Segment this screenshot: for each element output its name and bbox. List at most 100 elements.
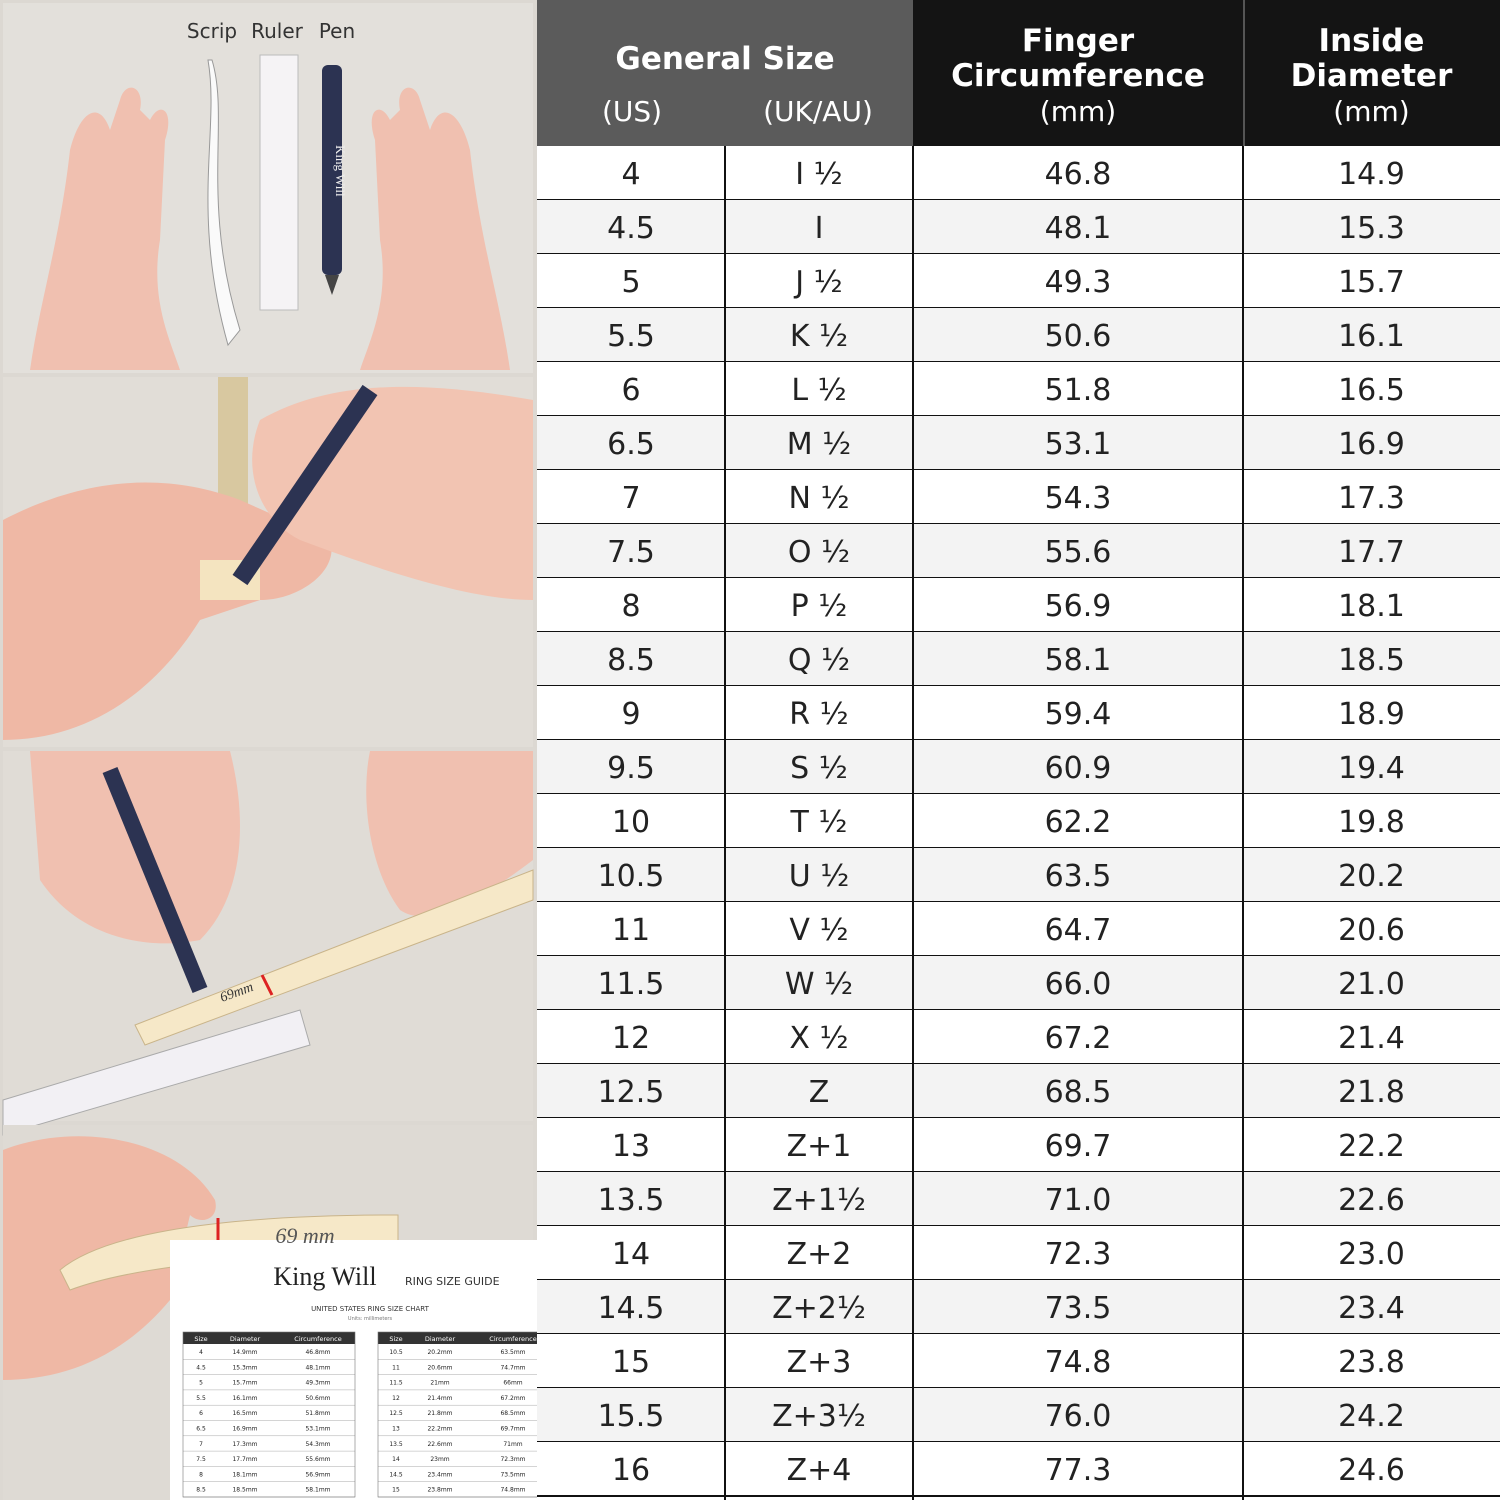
mini-cell: 11.5 bbox=[389, 1380, 403, 1387]
mini-cell: 68.5mm bbox=[500, 1410, 525, 1417]
mini-cell: 74.7mm bbox=[500, 1364, 525, 1371]
cell-text: Z+1 bbox=[786, 1129, 852, 1164]
cell-text: T ½ bbox=[790, 805, 848, 840]
mini-header-text: Circumference bbox=[489, 1335, 536, 1343]
cell-text: V ½ bbox=[789, 913, 849, 948]
mini-tables: Size Diameter Circumference 4 14.9mm 46.8mm 4.… bbox=[182, 1331, 537, 1498]
cell-text: 76.0 bbox=[1044, 1399, 1112, 1434]
cell-text: P ½ bbox=[790, 589, 848, 624]
cell-text: 62.2 bbox=[1044, 805, 1112, 840]
mini-cell: 23.8mm bbox=[427, 1487, 452, 1494]
cell-text: 59.4 bbox=[1044, 697, 1112, 732]
mini-cell: 23.4mm bbox=[427, 1471, 452, 1478]
header-text: Diameter bbox=[1290, 58, 1453, 94]
mini-cell: 18.5mm bbox=[232, 1487, 257, 1494]
mini-cell: 56.9mm bbox=[305, 1471, 330, 1478]
cell-text: R ½ bbox=[789, 697, 849, 732]
cell-text: 55.6 bbox=[1044, 535, 1112, 570]
illustration: 69 mm 69mm Scrip Ruler Pen King Will Kin… bbox=[0, 0, 537, 1500]
row-bg bbox=[537, 1118, 1500, 1172]
header-text: Circumference bbox=[951, 58, 1205, 94]
row-bg bbox=[537, 1226, 1500, 1280]
row-bg bbox=[537, 146, 1500, 200]
row-bg bbox=[537, 308, 1500, 362]
mini-cell: 21mm bbox=[430, 1380, 449, 1387]
cell-text: 9.5 bbox=[607, 751, 655, 786]
mini-cell: 46.8mm bbox=[305, 1349, 330, 1356]
cell-text: I ½ bbox=[795, 157, 843, 192]
mini-cell: 7 bbox=[199, 1441, 203, 1448]
mini-cell: 15.7mm bbox=[232, 1380, 257, 1387]
mini-cell: 23mm bbox=[430, 1456, 449, 1463]
mini-cell: 54.3mm bbox=[305, 1441, 330, 1448]
cell-text: 20.2 bbox=[1338, 859, 1405, 894]
cell-text: 67.2 bbox=[1044, 1021, 1112, 1056]
mini-cell: 53.1mm bbox=[305, 1426, 330, 1433]
mini-cell: 5 bbox=[199, 1380, 203, 1387]
mini-border bbox=[377, 1331, 537, 1498]
mini-cell: 16.9mm bbox=[232, 1426, 257, 1433]
cell-text: 58.1 bbox=[1044, 643, 1112, 678]
mini-cell: 72.3mm bbox=[500, 1456, 525, 1463]
cell-text: 16.9 bbox=[1338, 427, 1405, 462]
cell-text: 22.6 bbox=[1338, 1183, 1405, 1218]
mini-cell: 11 bbox=[392, 1364, 400, 1371]
mini-cell: 8 bbox=[199, 1471, 203, 1478]
mini-cell: 17.7mm bbox=[232, 1456, 257, 1463]
row-line bbox=[537, 1495, 1500, 1497]
cell-text: 18.9 bbox=[1338, 697, 1405, 732]
cell-text: Z+2½ bbox=[772, 1291, 866, 1326]
cell-text: 8 bbox=[621, 589, 641, 624]
cell-text: 14.5 bbox=[597, 1291, 665, 1326]
mini-cell: 7.5 bbox=[196, 1456, 206, 1463]
mini-cell: 49.3mm bbox=[305, 1380, 330, 1387]
mini-cell: 73.5mm bbox=[500, 1471, 525, 1478]
cell-text: 77.3 bbox=[1044, 1453, 1112, 1488]
header-text: (US) bbox=[601, 95, 663, 128]
cell-text: 11 bbox=[611, 913, 651, 948]
row-bg bbox=[537, 686, 1500, 740]
mini-cell: 74.8mm bbox=[500, 1487, 525, 1494]
cell-text: 4 bbox=[621, 157, 641, 192]
mini-cell: 22.6mm bbox=[427, 1441, 452, 1448]
cell-text: 50.6 bbox=[1044, 319, 1112, 354]
cell-text: 23.4 bbox=[1338, 1291, 1405, 1326]
mini-cell: 14 bbox=[392, 1456, 400, 1463]
cell-text: 51.8 bbox=[1044, 373, 1112, 408]
cell-text: 5 bbox=[621, 265, 641, 300]
col-line bbox=[724, 146, 726, 1500]
cell-text: 15.3 bbox=[1338, 211, 1405, 246]
cell-text: 48.1 bbox=[1044, 211, 1112, 246]
cell-text: Z+1½ bbox=[772, 1183, 866, 1218]
guide-title: RING SIZE GUIDE bbox=[405, 1275, 500, 1288]
cell-text: Z bbox=[808, 1075, 830, 1110]
mini-cell: 55.6mm bbox=[305, 1456, 330, 1463]
cell-text: 7 bbox=[621, 481, 641, 516]
header-group bbox=[537, 0, 913, 146]
mini-header-text: Circumference bbox=[294, 1335, 341, 1343]
cell-text: I bbox=[814, 211, 824, 246]
mini-cell: 69.7mm bbox=[500, 1426, 525, 1433]
cell-text: 14 bbox=[611, 1237, 651, 1272]
mini-cell: 8.5 bbox=[196, 1487, 206, 1494]
row-bg bbox=[537, 1442, 1500, 1496]
row-bg bbox=[537, 362, 1500, 416]
cell-text: 5.5 bbox=[607, 319, 655, 354]
cell-text: 54.3 bbox=[1044, 481, 1112, 516]
cell-text: 72.3 bbox=[1044, 1237, 1112, 1272]
cell-text: J ½ bbox=[795, 265, 843, 300]
cell-text: 21.0 bbox=[1338, 967, 1405, 1002]
cell-text: 14.9 bbox=[1338, 157, 1405, 192]
row-bg bbox=[537, 848, 1500, 902]
cell-text: 18.1 bbox=[1338, 589, 1405, 624]
guide-subtitle: UNITED STATES RING SIZE CHART bbox=[311, 1305, 430, 1313]
cell-text: 4.5 bbox=[607, 211, 655, 246]
mini-cell: 14.9mm bbox=[232, 1349, 257, 1356]
col-line bbox=[1242, 146, 1244, 1500]
mini-cell: 15 bbox=[392, 1487, 400, 1494]
guide-units: Units: millimeters bbox=[348, 1316, 393, 1322]
mini-cell: 22.2mm bbox=[427, 1426, 452, 1433]
mini-cell: 6.5 bbox=[196, 1426, 206, 1433]
cell-text: 17.7 bbox=[1338, 535, 1405, 570]
